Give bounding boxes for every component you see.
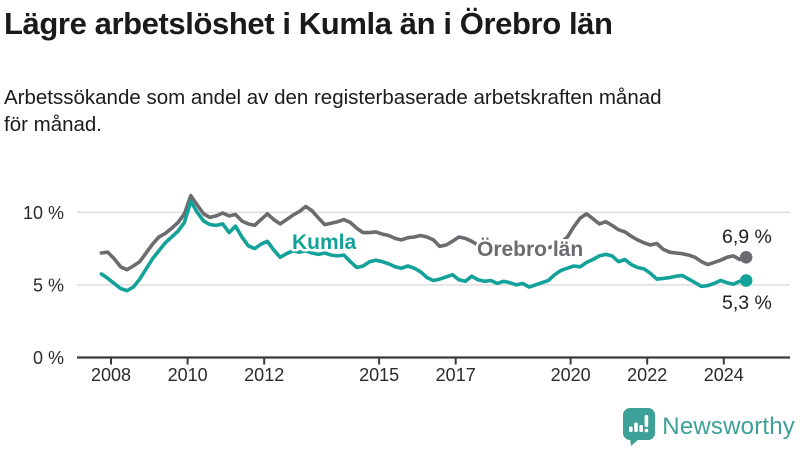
x-tick-label: 2010 <box>168 365 208 385</box>
x-tick-label: 2020 <box>551 365 591 385</box>
series-line-orebro-lan <box>99 193 748 272</box>
subtitle-line-2: för månad. <box>4 113 102 137</box>
x-tick-label: 2012 <box>244 365 284 385</box>
series-end-value-label: 6,9 % <box>722 226 772 248</box>
series-label: Örebro län <box>477 238 583 261</box>
y-tick-label: 10 % <box>23 203 64 223</box>
chart-subtitle: Arbetssökande som andel av den registerb… <box>4 84 662 138</box>
page-title: Lägre arbetslöshet i Kumla än i Örebro l… <box>4 6 613 41</box>
series-line-kumla <box>99 199 748 293</box>
y-tick-label: 5 % <box>33 275 64 295</box>
x-tick-label: 2008 <box>91 365 131 385</box>
series-label: Kumla <box>292 231 357 254</box>
newsworthy-brand-name: Newsworthy <box>662 413 795 440</box>
y-tick-label: 0 % <box>33 348 64 368</box>
x-tick-label: 2017 <box>436 365 476 385</box>
series-end-dot <box>739 274 753 287</box>
x-tick-label: 2022 <box>627 365 667 385</box>
series-end-value-label: 5,3 % <box>722 292 772 314</box>
newsworthy-logo-icon <box>623 408 656 446</box>
series-end-dot <box>739 251 753 264</box>
newsworthy-logo[interactable]: Newsworthy <box>622 407 795 447</box>
subtitle-line-1: Arbetssökande som andel av den registerb… <box>4 86 662 109</box>
x-tick-label: 2015 <box>359 365 399 385</box>
x-tick-label: 2024 <box>704 365 744 385</box>
